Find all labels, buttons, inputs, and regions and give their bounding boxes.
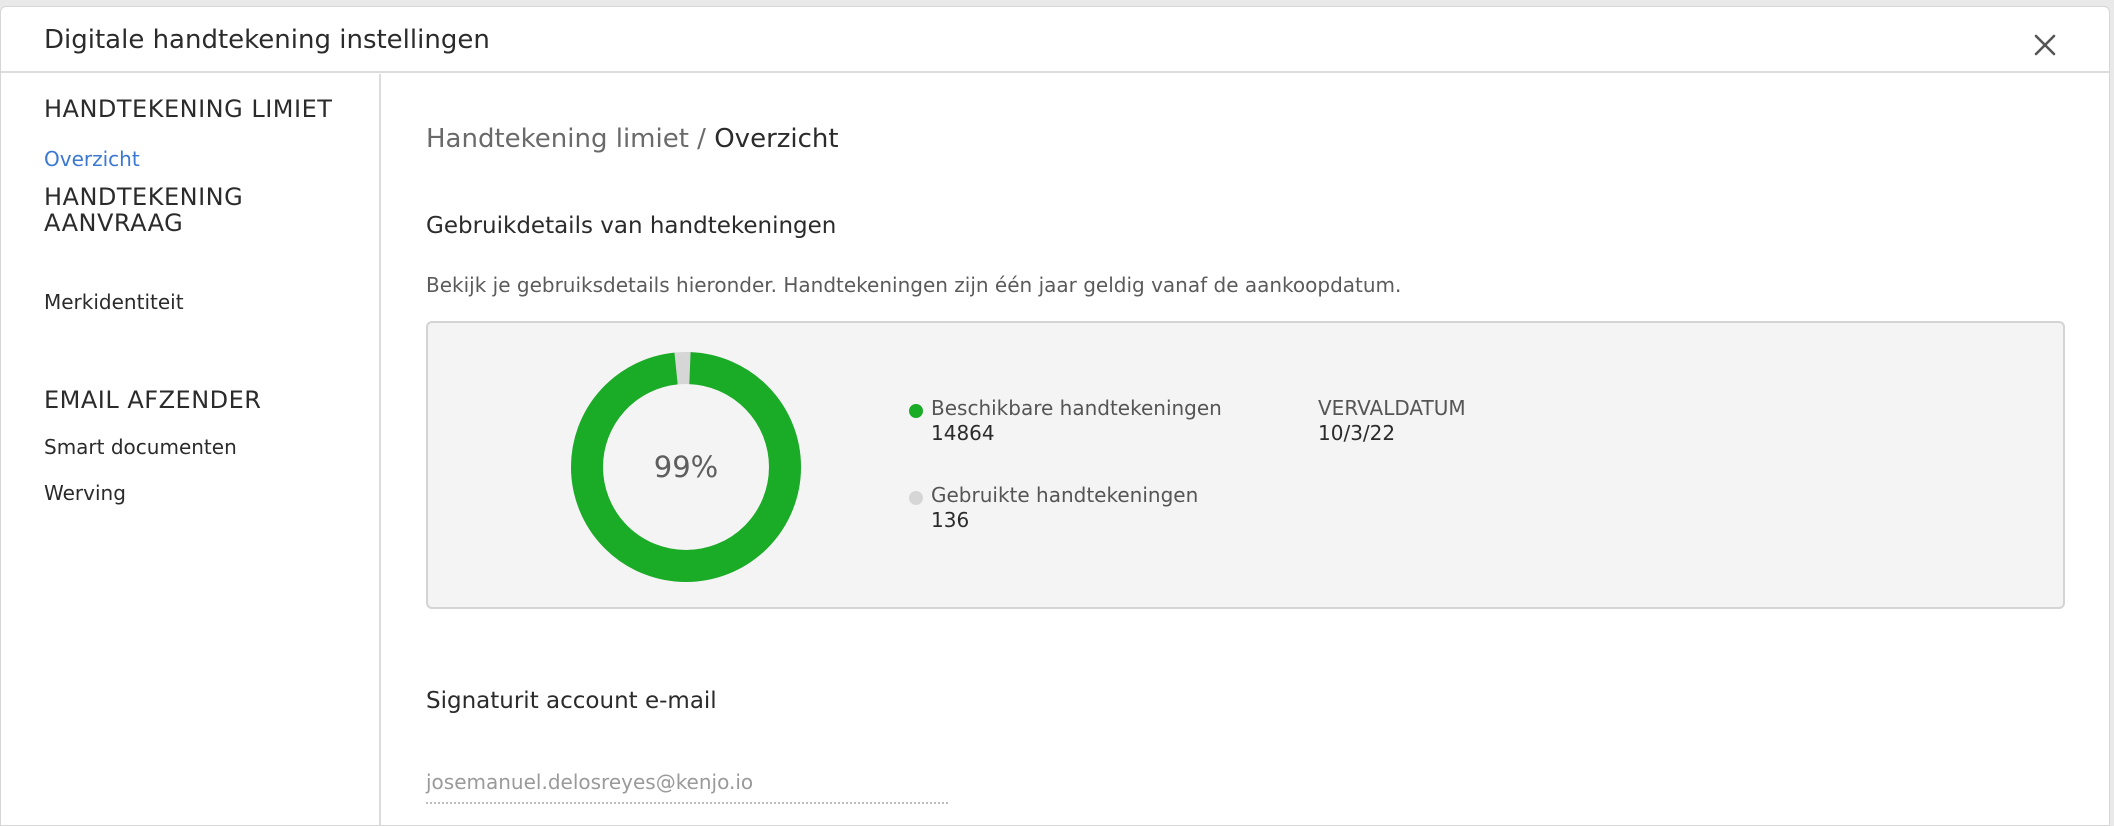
settings-dialog: Digitale handtekening instellingen HANDT… bbox=[0, 6, 2110, 826]
sidebar-item-overzicht[interactable]: Overzicht bbox=[44, 147, 140, 171]
sidebar-item-merkidentiteit[interactable]: Merkidentiteit bbox=[44, 290, 184, 314]
used-dot-icon bbox=[909, 491, 923, 505]
sidebar-heading-aanvraag: HANDTEKENING AANVRAAG bbox=[44, 183, 244, 237]
sidebar-heading-email-afzender: EMAIL AFZENDER bbox=[44, 386, 262, 414]
legend-available-label: Beschikbare handtekeningen bbox=[931, 396, 1222, 420]
close-icon[interactable] bbox=[2025, 25, 2065, 65]
legend-available-value: 14864 bbox=[931, 421, 995, 445]
usage-panel: 99% Beschikbare handtekeningen 14864 Geb… bbox=[426, 321, 2065, 609]
usage-description: Bekijk je gebruiksdetails hieronder. Han… bbox=[426, 273, 1402, 297]
expiry-value: 10/3/22 bbox=[1318, 421, 1396, 445]
legend-used-value: 136 bbox=[931, 508, 970, 532]
usage-percentage: 99% bbox=[653, 450, 719, 484]
dialog-title: Digitale handtekening instellingen bbox=[44, 25, 490, 55]
main-content: Handtekening limiet / Overzicht Gebruikd… bbox=[383, 74, 2109, 825]
dialog-header: Digitale handtekening instellingen bbox=[1, 7, 2109, 73]
sidebar: HANDTEKENING LIMIET Overzicht HANDTEKENI… bbox=[1, 74, 381, 825]
breadcrumb: Handtekening limiet / Overzicht bbox=[426, 124, 839, 154]
legend-used-label: Gebruikte handtekeningen bbox=[931, 483, 1199, 507]
usage-donut-chart bbox=[571, 352, 801, 582]
usage-title: Gebruikdetails van handtekeningen bbox=[426, 213, 837, 239]
account-title: Signaturit account e-mail bbox=[426, 688, 717, 714]
breadcrumb-current: Overzicht bbox=[714, 124, 839, 154]
breadcrumb-parent[interactable]: Handtekening limiet / bbox=[426, 124, 715, 154]
sidebar-item-werving[interactable]: Werving bbox=[44, 481, 126, 505]
sidebar-item-smart-documenten[interactable]: Smart documenten bbox=[44, 435, 237, 459]
donut-available-arc bbox=[571, 352, 801, 582]
sidebar-heading-limiet: HANDTEKENING LIMIET bbox=[44, 95, 333, 123]
account-email-field[interactable]: josemanuel.delosreyes@kenjo.io bbox=[426, 764, 948, 804]
available-dot-icon bbox=[909, 404, 923, 418]
expiry-label: VERVALDATUM bbox=[1318, 396, 1466, 420]
